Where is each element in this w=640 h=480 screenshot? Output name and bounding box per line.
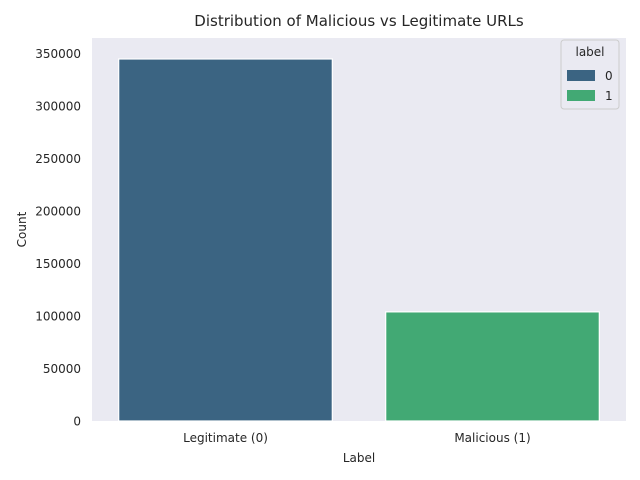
y-axis: 0 50000 100000 150000 200000 250000 300000 3500… bbox=[35, 47, 81, 428]
y-tick-label: 0 bbox=[73, 415, 81, 429]
chart-title: Distribution of Malicious vs Legitimate … bbox=[194, 12, 524, 30]
y-axis-label: Count bbox=[15, 211, 29, 247]
bar-malicious bbox=[385, 311, 600, 422]
x-axis-label: Label bbox=[343, 451, 375, 465]
y-tick-label: 150000 bbox=[35, 257, 81, 271]
y-tick-label: 50000 bbox=[43, 362, 81, 376]
legend-swatch bbox=[567, 90, 595, 101]
y-tick-label: 250000 bbox=[35, 152, 81, 166]
y-tick-label: 100000 bbox=[35, 310, 81, 324]
legend-swatch bbox=[567, 70, 595, 81]
x-tick-label: Malicious (1) bbox=[454, 431, 530, 445]
legend-label: 1 bbox=[605, 89, 613, 103]
legend-title: label bbox=[575, 45, 604, 59]
bars bbox=[118, 58, 600, 422]
legend-label: 0 bbox=[605, 69, 613, 83]
y-tick-label: 200000 bbox=[35, 205, 81, 219]
x-tick-label: Legitimate (0) bbox=[183, 431, 268, 445]
bar-legitimate bbox=[118, 58, 333, 422]
y-tick-label: 350000 bbox=[35, 47, 81, 61]
x-axis: Legitimate (0) Malicious (1) bbox=[183, 431, 531, 445]
y-tick-label: 300000 bbox=[35, 100, 81, 114]
